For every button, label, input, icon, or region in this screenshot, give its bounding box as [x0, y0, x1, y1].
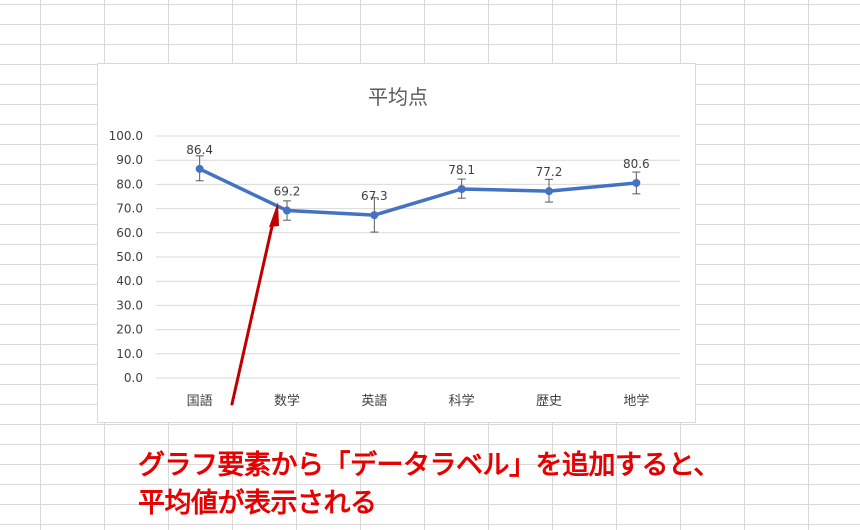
annotation-caption: グラフ要素から「データラベル」を追加すると、 平均値が表示される — [138, 447, 838, 523]
data-point — [195, 164, 204, 173]
data-point — [283, 206, 291, 215]
annotation-arrow — [230, 202, 279, 406]
y-tick-label: 10.0 — [116, 347, 143, 361]
series-line — [197, 167, 639, 217]
y-tick-label: 80.0 — [116, 177, 143, 191]
data-point — [457, 184, 466, 193]
y-axis-ticks: 0.0 10.0 20.0 30.0 40.0 50.0 60.0 70.0 80.0 90.0 1… — [109, 129, 143, 385]
data-points — [195, 164, 641, 220]
gridlines — [156, 135, 680, 379]
data-label: 86.4 — [186, 143, 213, 157]
data-point — [370, 211, 379, 220]
y-tick-label: 0.0 — [124, 371, 143, 385]
data-label: 78.1 — [448, 163, 475, 177]
y-tick-label: 40.0 — [116, 274, 143, 288]
y-tick-label: 90.0 — [116, 153, 143, 167]
error-bars — [195, 155, 641, 233]
series-line-layer — [197, 167, 639, 217]
line-chart: 平均点 0.0 10.0 20.0 30.0 40.0 50.0 60.0 70.0 80.0 9… — [109, 85, 680, 409]
data-label: 69.2 — [274, 185, 301, 199]
data-labels: 86.4 69.2 67.3 78.1 77.2 80.6 — [186, 143, 649, 203]
x-tick-label: 英語 — [361, 393, 387, 409]
y-tick-label: 30.0 — [116, 298, 143, 312]
data-label: 67.3 — [361, 189, 388, 203]
chart-title: 平均点 — [368, 85, 428, 109]
data-label: 77.2 — [536, 165, 563, 179]
data-point — [632, 178, 641, 187]
x-tick-label: 地学 — [623, 393, 649, 409]
y-tick-label: 50.0 — [116, 250, 143, 264]
y-tick-label: 70.0 — [116, 202, 143, 216]
arrow-head — [269, 202, 279, 227]
annotation-line-1: グラフ要素から「データラベル」を追加すると、 — [138, 450, 720, 481]
x-tick-label: 数学 — [274, 393, 300, 409]
annotation-arrow-layer — [230, 202, 279, 406]
chart-area[interactable]: 平均点 0.0 10.0 20.0 30.0 40.0 50.0 60.0 70.0 80.0 9… — [97, 63, 696, 423]
y-tick-label: 20.0 — [116, 323, 143, 337]
annotation-line-2: 平均値が表示される — [138, 488, 377, 519]
x-tick-label: 科学 — [449, 393, 475, 409]
arrow-shaft — [230, 220, 275, 406]
x-tick-label: 歴史 — [536, 394, 562, 409]
x-axis-ticks: 国語 数学 英語 科学 歴史 地学 — [187, 393, 650, 409]
y-tick-label: 60.0 — [116, 226, 143, 240]
data-label: 80.6 — [623, 157, 650, 171]
data-point — [545, 187, 553, 196]
x-tick-label: 国語 — [187, 393, 213, 409]
y-tick-label: 100.0 — [109, 129, 143, 143]
